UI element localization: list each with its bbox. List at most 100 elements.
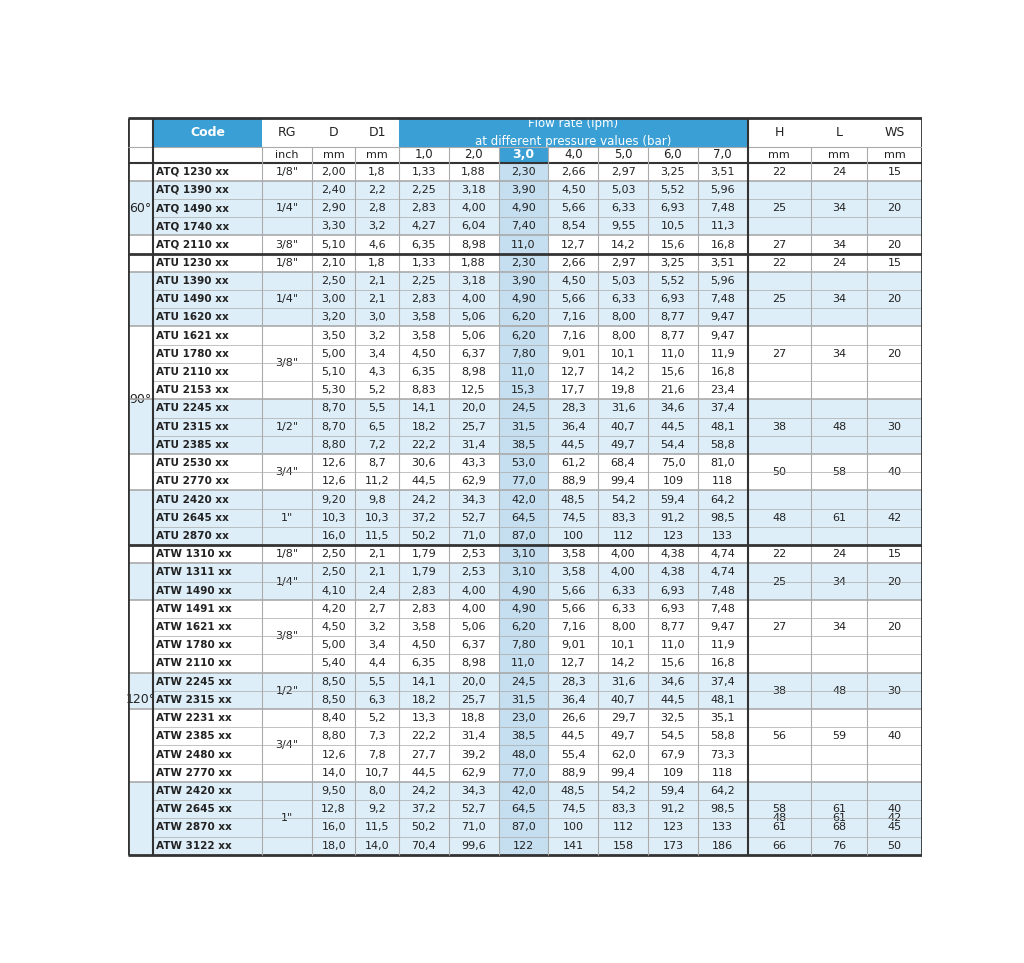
Bar	[128, 600, 922, 618]
Bar	[154, 117, 262, 147]
Text: 83,3: 83,3	[610, 804, 636, 815]
Text: 58: 58	[772, 804, 786, 815]
Text: inch: inch	[275, 150, 299, 160]
Text: 44,5: 44,5	[660, 695, 685, 705]
Bar	[499, 508, 549, 527]
Text: 54,5: 54,5	[660, 731, 685, 742]
Text: ATW 1311 xx: ATW 1311 xx	[157, 567, 232, 578]
Text: 49,7: 49,7	[610, 731, 636, 742]
Text: 34: 34	[833, 577, 846, 586]
Bar	[128, 655, 922, 672]
Bar	[499, 290, 549, 308]
Text: 31,5: 31,5	[511, 422, 536, 431]
Bar	[499, 709, 549, 727]
Text: 5,0: 5,0	[613, 148, 633, 162]
Text: 59: 59	[833, 731, 846, 742]
Text: 99,4: 99,4	[610, 768, 636, 778]
Text: 7,3: 7,3	[369, 731, 386, 742]
Text: 31,6: 31,6	[611, 403, 635, 413]
Text: 87,0: 87,0	[511, 822, 536, 832]
Text: 4,00: 4,00	[461, 586, 486, 596]
Bar	[128, 363, 922, 381]
Text: 81,0: 81,0	[711, 458, 735, 468]
Text: 22,2: 22,2	[412, 440, 436, 450]
Text: 1,33: 1,33	[412, 167, 436, 176]
Text: 186: 186	[712, 841, 733, 850]
Text: 15,6: 15,6	[660, 240, 685, 249]
Text: 34,6: 34,6	[660, 677, 685, 687]
Bar	[499, 400, 549, 418]
Text: 28,3: 28,3	[561, 677, 586, 687]
Text: 3,58: 3,58	[561, 567, 586, 578]
Text: 3,51: 3,51	[711, 258, 735, 268]
Text: 25: 25	[772, 203, 786, 213]
Bar	[128, 418, 922, 436]
Text: 48: 48	[833, 422, 846, 431]
Text: 27,7: 27,7	[412, 749, 436, 760]
Text: 2,50: 2,50	[322, 549, 346, 560]
Text: 122: 122	[513, 841, 535, 850]
Text: 64,2: 64,2	[711, 495, 735, 505]
Text: 17,7: 17,7	[561, 385, 586, 395]
Text: 24: 24	[833, 549, 846, 560]
Bar	[128, 618, 922, 637]
Bar	[128, 181, 922, 199]
Text: 7,48: 7,48	[711, 586, 735, 596]
Text: 88,9: 88,9	[561, 768, 586, 778]
Text: 6,93: 6,93	[660, 586, 685, 596]
Bar	[399, 117, 748, 147]
Text: 109: 109	[663, 477, 683, 486]
Text: 118: 118	[712, 768, 733, 778]
Bar	[128, 117, 922, 163]
Text: 6,33: 6,33	[611, 604, 635, 613]
Text: 54,4: 54,4	[660, 440, 685, 450]
Text: 22: 22	[772, 167, 786, 176]
Bar	[499, 199, 549, 218]
Bar	[499, 727, 549, 745]
Text: 8,98: 8,98	[461, 659, 486, 668]
Text: 11,2: 11,2	[365, 477, 389, 486]
Text: 36,4: 36,4	[561, 422, 586, 431]
Text: ATU 2385 xx: ATU 2385 xx	[157, 440, 229, 450]
Text: 37,2: 37,2	[412, 512, 436, 523]
Text: ATW 2385 xx: ATW 2385 xx	[157, 731, 232, 742]
Text: 3,18: 3,18	[461, 185, 486, 195]
Text: ATU 1390 xx: ATU 1390 xx	[157, 276, 229, 286]
Text: D1: D1	[369, 126, 386, 139]
Text: ATW 2315 xx: ATW 2315 xx	[157, 695, 232, 705]
Text: 42,0: 42,0	[511, 786, 536, 796]
Text: 2,50: 2,50	[322, 276, 346, 286]
Text: 11,0: 11,0	[511, 240, 536, 249]
Text: 59,4: 59,4	[660, 495, 685, 505]
Text: 8,98: 8,98	[461, 367, 486, 377]
Text: 1,8: 1,8	[369, 258, 386, 268]
Bar	[499, 782, 549, 800]
Text: 48,1: 48,1	[711, 422, 735, 431]
Bar	[499, 745, 549, 764]
Text: 20: 20	[888, 577, 901, 586]
Text: 59,4: 59,4	[660, 786, 685, 796]
Text: 30: 30	[888, 686, 901, 696]
Text: 4,50: 4,50	[322, 622, 346, 632]
Text: 5,52: 5,52	[660, 276, 685, 286]
Text: 5,00: 5,00	[322, 640, 346, 650]
Text: ATW 1310 xx: ATW 1310 xx	[157, 549, 232, 560]
Text: 11,0: 11,0	[660, 349, 685, 359]
Bar	[499, 418, 549, 436]
Text: 2,50: 2,50	[322, 567, 346, 578]
Text: 3,51: 3,51	[711, 167, 735, 176]
Bar	[499, 454, 549, 472]
Bar	[128, 308, 922, 326]
Text: 40,7: 40,7	[610, 695, 636, 705]
Text: 4,90: 4,90	[511, 294, 536, 304]
Text: ATU 2245 xx: ATU 2245 xx	[157, 403, 229, 413]
Bar	[499, 163, 549, 181]
Text: 99,4: 99,4	[610, 477, 636, 486]
Text: 7,16: 7,16	[561, 330, 586, 341]
Text: ATW 2870 xx: ATW 2870 xx	[157, 822, 232, 832]
Bar	[128, 764, 922, 782]
Text: 2,1: 2,1	[369, 276, 386, 286]
Bar	[128, 235, 922, 253]
Text: 118: 118	[712, 477, 733, 486]
Text: 34,3: 34,3	[461, 786, 486, 796]
